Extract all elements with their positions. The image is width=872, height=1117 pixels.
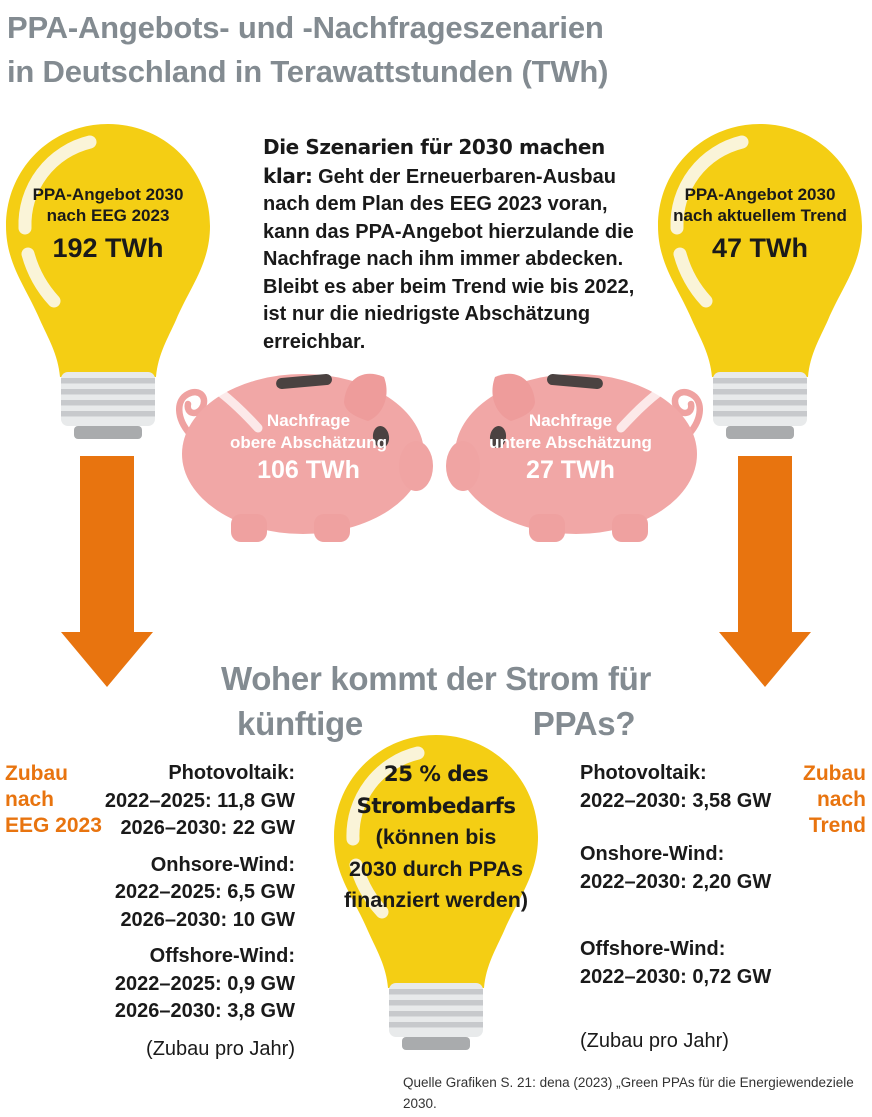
pig-demand-lower-value: 27 TWh	[526, 456, 615, 484]
bulb-supply-trend-text: PPA-Angebot 2030 nach aktuellem Trend 47…	[656, 184, 864, 263]
down-arrow-icon	[61, 456, 153, 687]
eeg-onshore-line1: 2022–2025: 6,5 GW	[114, 881, 295, 903]
bulb-supply-trend-value: 47 TWh	[711, 233, 808, 263]
bulb-ppa-share-rest3: finanziert werden)	[344, 888, 528, 912]
bulb-supply-eeg: PPA-Angebot 2030 nach EEG 2023 192 TWh	[4, 122, 212, 440]
side-label-eeg-line3: EEG 2023	[5, 814, 102, 837]
page-title-line2: in Deutschland in Terawattstunden (TWh)	[7, 54, 609, 89]
side-label-trend: Zubau nach Trend	[803, 761, 866, 839]
bulb-ppa-share-bold2: Strombedarfs	[356, 793, 517, 819]
question-heading-line2-right: PPAs?	[532, 705, 636, 742]
pig-demand-upper-text: Nachfrage obere Abschätzung 106 TWh	[176, 410, 441, 484]
bulb-ppa-share-text: 25 % des Strombedarfs (können bis 2030 d…	[332, 759, 540, 917]
trend-photovoltaik-group: Photovoltaik: 2022–2030: 3,58 GW	[580, 760, 820, 815]
trend-offshore-group: Offshore-Wind: 2022–2030: 0,72 GW	[580, 936, 820, 991]
bulb-ppa-share-rest1: (können bis	[375, 825, 497, 849]
bulb-supply-trend-label1: PPA-Angebot 2030	[684, 185, 836, 204]
bulb-ppa-share: 25 % des Strombedarfs (können bis 2030 d…	[332, 733, 540, 1051]
column-eeg-data: Photovoltaik: 2022–2025: 11,8 GW 2026–20…	[90, 760, 295, 1063]
question-heading-line2-left: künftige	[237, 705, 363, 742]
eeg-onshore-group: Onhsore-Wind: 2022–2025: 6,5 GW 2026–203…	[90, 852, 295, 935]
pig-demand-lower-label1: Nachfrage	[528, 411, 613, 430]
trend-offshore-line1: 2022–2030: 0,72 GW	[580, 965, 772, 988]
question-heading-line1: Woher kommt der Strom für	[220, 660, 652, 697]
trend-onshore-line1: 2022–2030: 2,20 GW	[580, 870, 772, 893]
side-label-eeg-line2: nach	[5, 788, 55, 811]
pig-demand-upper-label2: obere Abschätzung	[229, 432, 388, 452]
pig-demand-lower-label2: untere Abschätzung	[489, 432, 652, 452]
eeg-footnote: (Zubau pro Jahr)	[146, 1037, 295, 1060]
source-line1: Quelle Grafiken S. 21: dena (2023) „Gree…	[403, 1075, 854, 1111]
source-note: Quelle Grafiken S. 21: dena (2023) „Gree…	[403, 1072, 865, 1117]
column-trend-data: Photovoltaik: 2022–2030: 3,58 GW Onshore…	[580, 760, 820, 1056]
side-label-eeg-line1: Zubau	[5, 762, 68, 785]
eeg-onshore-line2: 2026–2030: 10 GW	[120, 908, 295, 931]
trend-onshore-group: Onshore-Wind: 2022–2030: 2,20 GW	[580, 841, 820, 896]
eeg-offshore-line2: 2026–2030: 3,8 GW	[114, 1000, 295, 1022]
trend-onshore-title: Onshore-Wind:	[580, 843, 725, 865]
bulb-ppa-share-bold1: 25 % des	[383, 762, 489, 787]
intro-rest: Geht der Erneuerbaren-Ausbau nach dem Pl…	[263, 165, 635, 353]
eeg-photovoltaik-group: Photovoltaik: 2022–2025: 11,8 GW 2026–20…	[90, 760, 295, 843]
down-arrow-icon	[719, 456, 811, 687]
intro-paragraph: Die Szenarien für 2030 machen klar: Geht…	[263, 134, 655, 356]
side-label-trend-line2: nach	[816, 788, 866, 811]
trend-photovoltaik-line1: 2022–2030: 3,58 GW	[580, 789, 772, 812]
eeg-photovoltaik-line1: 2022–2025: 11,8 GW	[104, 789, 295, 812]
eeg-offshore-title: Offshore-Wind:	[149, 945, 295, 967]
eeg-offshore-line1: 2022–2025: 0,9 GW	[114, 972, 295, 995]
page-title-line1: PPA-Angebots- und -Nachfrageszenarien	[7, 10, 604, 45]
side-label-trend-line1: Zubau	[803, 762, 866, 785]
trend-footnote: (Zubau pro Jahr)	[580, 1030, 729, 1052]
bulb-supply-eeg-label2: nach EEG 2023	[46, 206, 170, 225]
bulb-supply-trend: PPA-Angebot 2030 nach aktuellem Trend 47…	[656, 122, 864, 440]
bulb-ppa-share-rest2: 2030 durch PPAs	[348, 856, 524, 881]
bulb-supply-eeg-value: 192 TWh	[52, 233, 164, 263]
eeg-photovoltaik-line2: 2026–2030: 22 GW	[120, 817, 295, 839]
side-label-trend-line3: Trend	[808, 814, 866, 837]
bulb-supply-eeg-text: PPA-Angebot 2030 nach EEG 2023 192 TWh	[4, 184, 212, 263]
eeg-offshore-group: Offshore-Wind: 2022–2025: 0,9 GW 2026–20…	[90, 943, 295, 1026]
bulb-supply-eeg-label1: PPA-Angebot 2030	[32, 185, 184, 204]
trend-photovoltaik-title: Photovoltaik:	[580, 762, 707, 784]
pig-demand-lower-text: Nachfrage untere Abschätzung 27 TWh	[438, 410, 703, 484]
pig-demand-upper: Nachfrage obere Abschätzung 106 TWh	[176, 362, 441, 547]
intro-lead: Die Szenarien für 2030 machen klar:	[263, 135, 605, 188]
pig-demand-lower: Nachfrage untere Abschätzung 27 TWh	[438, 362, 703, 547]
pig-demand-upper-value: 106 TWh	[257, 456, 360, 484]
bulb-supply-trend-label2: nach aktuellem Trend	[673, 206, 847, 225]
trend-offshore-title: Offshore-Wind:	[580, 938, 726, 960]
side-label-eeg: Zubau nach EEG 2023	[5, 761, 102, 839]
eeg-photovoltaik-title: Photovoltaik:	[168, 762, 295, 784]
eeg-onshore-title: Onhsore-Wind:	[150, 853, 295, 876]
pig-demand-upper-label1: Nachfrage	[266, 411, 351, 430]
page-title: PPA-Angebots- und -Nachfrageszenarien in…	[7, 6, 608, 94]
